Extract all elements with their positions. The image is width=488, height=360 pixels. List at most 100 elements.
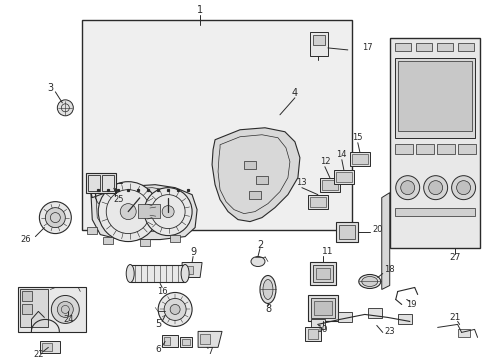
Bar bbox=[415, 43, 431, 51]
Circle shape bbox=[456, 181, 469, 195]
Bar bbox=[88, 175, 100, 191]
Bar bbox=[394, 58, 474, 138]
Bar bbox=[307, 195, 327, 209]
Text: 16: 16 bbox=[157, 287, 167, 296]
Bar bbox=[335, 222, 357, 242]
Circle shape bbox=[395, 176, 419, 200]
Circle shape bbox=[120, 204, 136, 220]
Bar bbox=[415, 144, 433, 154]
Circle shape bbox=[158, 292, 192, 327]
Bar bbox=[22, 305, 32, 314]
Bar bbox=[312, 265, 332, 283]
Bar bbox=[397, 314, 411, 324]
Text: 2: 2 bbox=[256, 239, 263, 249]
Bar bbox=[457, 43, 472, 51]
Ellipse shape bbox=[361, 276, 377, 287]
Text: 20: 20 bbox=[372, 225, 382, 234]
Bar bbox=[41, 341, 60, 354]
Bar bbox=[304, 327, 320, 341]
Bar bbox=[170, 235, 180, 242]
Text: 15: 15 bbox=[352, 133, 362, 142]
Bar bbox=[86, 173, 116, 193]
Bar bbox=[102, 175, 114, 191]
Bar bbox=[162, 336, 178, 347]
Bar bbox=[244, 161, 255, 169]
Bar bbox=[337, 312, 351, 323]
Text: 27: 27 bbox=[448, 253, 459, 262]
Bar bbox=[310, 319, 324, 329]
Bar bbox=[255, 176, 267, 184]
Text: 25: 25 bbox=[113, 195, 123, 204]
Circle shape bbox=[40, 202, 71, 234]
Bar bbox=[321, 180, 337, 190]
Bar bbox=[82, 20, 351, 230]
Bar bbox=[307, 296, 337, 321]
Text: 26: 26 bbox=[20, 235, 31, 244]
Text: 14: 14 bbox=[336, 150, 346, 159]
Bar bbox=[312, 35, 324, 45]
Text: 7: 7 bbox=[207, 347, 212, 356]
Text: 6: 6 bbox=[155, 345, 161, 354]
Circle shape bbox=[162, 206, 174, 217]
Bar bbox=[22, 292, 32, 301]
Bar bbox=[130, 265, 185, 283]
Text: 12: 12 bbox=[319, 157, 329, 166]
Circle shape bbox=[423, 176, 447, 200]
Bar bbox=[87, 226, 97, 234]
Polygon shape bbox=[212, 128, 299, 222]
Bar bbox=[164, 337, 170, 345]
Ellipse shape bbox=[250, 257, 264, 266]
Text: 22: 22 bbox=[33, 350, 43, 359]
Circle shape bbox=[98, 182, 158, 242]
Bar bbox=[389, 38, 479, 248]
Ellipse shape bbox=[263, 279, 272, 300]
Bar bbox=[185, 266, 193, 274]
Bar bbox=[394, 208, 474, 216]
Bar bbox=[351, 154, 367, 164]
Bar bbox=[457, 329, 468, 337]
Text: 10: 10 bbox=[316, 325, 328, 334]
Bar bbox=[436, 43, 452, 51]
Ellipse shape bbox=[181, 265, 189, 283]
Circle shape bbox=[428, 181, 442, 195]
Bar bbox=[335, 172, 351, 182]
Text: 9: 9 bbox=[190, 247, 196, 257]
Ellipse shape bbox=[260, 275, 275, 303]
Bar bbox=[180, 337, 192, 347]
Text: 8: 8 bbox=[264, 305, 270, 314]
Ellipse shape bbox=[126, 265, 134, 283]
Text: 21: 21 bbox=[448, 313, 459, 322]
Text: 17: 17 bbox=[362, 44, 372, 53]
Circle shape bbox=[451, 176, 475, 200]
Text: 4: 4 bbox=[291, 88, 297, 98]
Bar bbox=[436, 144, 454, 154]
Bar bbox=[313, 301, 331, 315]
Circle shape bbox=[144, 188, 192, 235]
Bar bbox=[248, 191, 261, 199]
Bar bbox=[367, 309, 381, 319]
Ellipse shape bbox=[358, 275, 380, 288]
Text: 11: 11 bbox=[322, 247, 333, 256]
Bar bbox=[394, 43, 410, 51]
Polygon shape bbox=[90, 180, 197, 239]
Text: 19: 19 bbox=[406, 300, 416, 309]
Bar bbox=[138, 204, 160, 217]
Bar bbox=[457, 144, 475, 154]
Text: 5: 5 bbox=[155, 319, 161, 329]
Circle shape bbox=[170, 305, 180, 314]
Bar bbox=[310, 298, 334, 319]
Bar bbox=[20, 289, 48, 327]
Bar bbox=[19, 288, 86, 332]
Bar bbox=[103, 237, 113, 244]
Bar bbox=[394, 144, 412, 154]
Bar bbox=[315, 267, 329, 279]
Bar bbox=[338, 225, 354, 239]
Bar bbox=[309, 32, 327, 56]
Text: 1: 1 bbox=[197, 5, 203, 15]
Text: 18: 18 bbox=[384, 265, 394, 274]
Bar bbox=[42, 343, 52, 351]
Polygon shape bbox=[182, 262, 202, 278]
Circle shape bbox=[51, 296, 79, 323]
Text: 3: 3 bbox=[47, 83, 53, 93]
Bar bbox=[397, 61, 470, 131]
